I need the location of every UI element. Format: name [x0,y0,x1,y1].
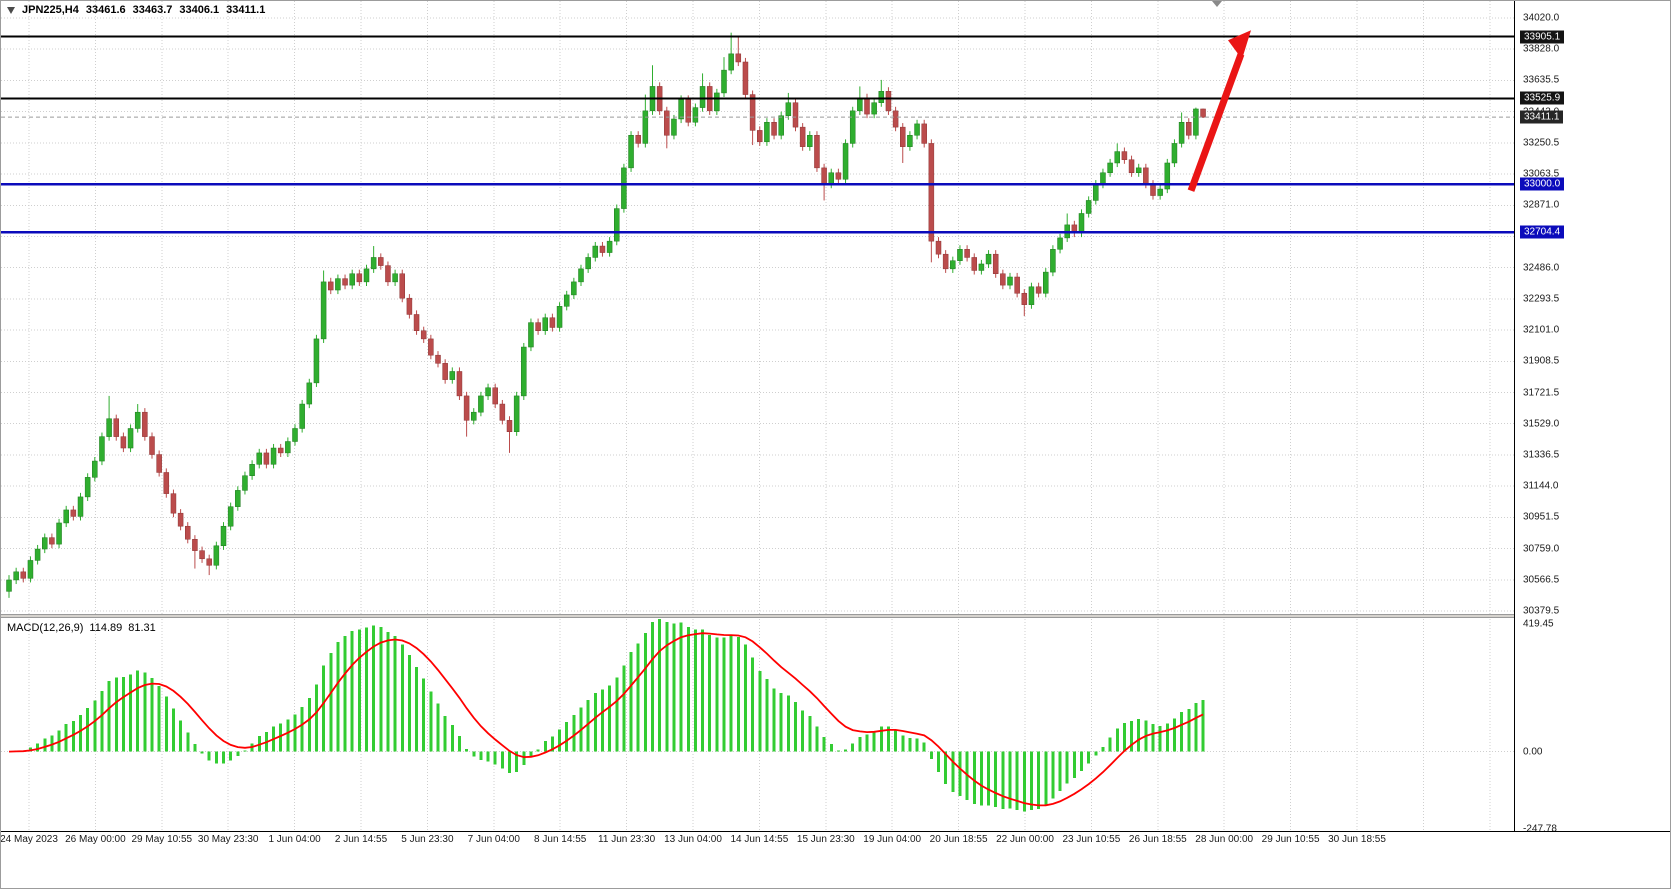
time-axis-label: 26 May 00:00 [65,834,126,845]
trend-arrow[interactable] [1187,30,1251,192]
price-tick-label: 31144.0 [1523,480,1559,492]
time-axis-label: 14 Jun 14:55 [730,834,789,845]
time-axis-label: 20 Jun 18:55 [929,834,988,845]
time-axis-label: 28 Jun 00:00 [1195,834,1254,845]
time-axis-label: 1 Jun 04:00 [268,834,321,845]
pane-separator[interactable] [1,614,1670,618]
price-tick-label: 33250.5 [1523,137,1560,149]
time-axis-label: 30 Jun 18:55 [1328,834,1386,845]
macd-indicator-label: MACD(12,26,9) 114.89 81.31 [7,622,162,634]
chart-shift-marker-icon[interactable] [1212,1,1222,7]
macd-signal-value: 81.31 [128,622,156,634]
price-tick-label: 30951.5 [1523,511,1560,523]
symbol-timeframe-label: JPN225,H4 [22,4,79,16]
price-tick-label: 33828.0 [1523,43,1560,55]
time-axis-label: 11 Jun 23:30 [598,834,656,845]
price-tick-label: 33635.5 [1523,74,1560,86]
time-axis-label: 29 May 10:55 [131,834,193,845]
price-tick-label: 31908.5 [1523,355,1560,367]
price-line-badge: 33411.1 [1520,110,1564,124]
macd-value: 114.89 [89,622,123,634]
macd-name: MACD(12,26,9) [7,622,84,634]
macd-axis-label: -247.78 [1523,823,1557,835]
time-axis-label: 19 Jun 04:00 [863,834,922,845]
price-tick-label: 31529.0 [1523,418,1560,430]
chart-grid [1,1,1514,830]
price-tick-label: 34020.0 [1523,12,1560,24]
price-tick-label: 30379.5 [1523,605,1560,617]
time-axis-label: 30 May 23:30 [197,834,259,845]
price-tick-label: 30566.5 [1523,574,1560,586]
time-axis-label: 15 Jun 23:30 [796,834,855,845]
macd-axis-label: 419.45 [1523,618,1554,630]
price-tick-label: 31336.5 [1523,449,1560,461]
time-axis-label: 24 May 2023 [1,834,58,845]
price-line-badge: 33905.1 [1520,30,1565,44]
bar-high-value: 33463.7 [132,4,173,16]
time-axis-label: 5 Jun 23:30 [401,834,454,845]
time-axis-label: 23 Jun 10:55 [1062,834,1121,845]
bar-open-value: 33461.6 [85,4,126,16]
price-tick-label: 31721.5 [1523,387,1560,399]
time-axis-label: 29 Jun 10:55 [1261,834,1320,845]
chart-symbol-header: JPN225,H4 33461.6 33463.7 33406.1 33411.… [7,4,265,16]
time-axis-label: 7 Jun 04:00 [467,834,520,845]
bar-close-value: 33411.1 [226,4,266,16]
chart-symbol-icon [7,6,15,14]
horizontal-lines[interactable] [1,35,1514,234]
macd-axis-label: 0.00 [1523,746,1543,758]
time-axis-label: 8 Jun 14:55 [534,834,587,845]
time-axis-border [1,831,1670,832]
time-axis[interactable]: 24 May 2023 26 May 00:00 29 May 10:55 30 Ma… [1,833,1514,849]
price-line-badge: 33525.9 [1520,91,1565,105]
time-axis-label: 13 Jun 04:00 [664,834,722,845]
price-line-badge: 32704.4 [1520,225,1565,239]
price-tick-label: 32871.0 [1523,199,1560,211]
price-tick-label: 33063.5 [1523,168,1560,180]
bar-low-value: 33406.1 [179,4,220,16]
price-tick-label: 30759.0 [1523,543,1560,555]
price-tick-label: 32293.5 [1523,293,1560,305]
price-line-badge: 33000.0 [1520,177,1565,191]
time-axis-label: 2 Jun 14:55 [334,834,388,845]
price-tick-label: 32486.0 [1523,262,1560,274]
time-axis-label: 26 Jun 18:55 [1128,834,1187,845]
chart-canvas[interactable] [1,1,1514,831]
macd-signal-line [8,632,1204,807]
price-tick-label: 32101.0 [1523,324,1560,336]
price-axis[interactable]: 34020.033828.033635.533443.033250.533063… [1514,1,1670,835]
macd-histogram [14,619,1205,812]
time-axis-label: 22 Jun 00:00 [996,834,1054,845]
